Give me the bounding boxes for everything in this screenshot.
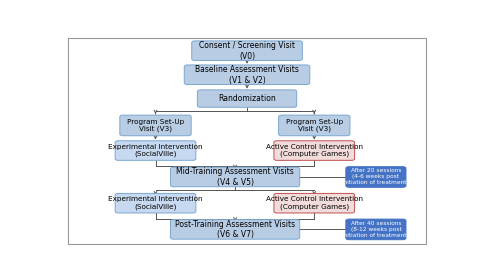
Text: Active Control Intervention
(Computer Games): Active Control Intervention (Computer Ga… (266, 144, 363, 157)
Text: Active Control Intervention
(Computer Games): Active Control Intervention (Computer Ga… (266, 196, 363, 210)
Text: Consent / Screening Visit
(V0): Consent / Screening Visit (V0) (199, 41, 295, 61)
FancyBboxPatch shape (115, 193, 196, 213)
FancyBboxPatch shape (279, 115, 350, 136)
FancyBboxPatch shape (115, 141, 196, 160)
Text: Experimental Intervention
(SocialVille): Experimental Intervention (SocialVille) (108, 144, 203, 157)
FancyBboxPatch shape (192, 41, 302, 61)
Text: Randomization: Randomization (218, 94, 276, 103)
Text: Program Set-Up
Visit (V3): Program Set-Up Visit (V3) (286, 119, 343, 132)
Text: Program Set-Up
Visit (V3): Program Set-Up Visit (V3) (127, 119, 184, 132)
FancyBboxPatch shape (184, 65, 310, 85)
Text: Mid-Training Assessment Visits
(V4 & V5): Mid-Training Assessment Visits (V4 & V5) (176, 167, 294, 187)
FancyBboxPatch shape (346, 167, 406, 187)
Text: After 40 sessions
(8-12 weeks post
initiation of treatment): After 40 sessions (8-12 weeks post initi… (343, 221, 409, 238)
Text: After 20 sessions
(4-6 weeks post
initiation of treatment): After 20 sessions (4-6 weeks post initia… (343, 169, 409, 186)
FancyBboxPatch shape (274, 193, 355, 213)
FancyBboxPatch shape (120, 115, 191, 136)
FancyBboxPatch shape (67, 38, 427, 244)
FancyBboxPatch shape (171, 220, 300, 239)
FancyBboxPatch shape (346, 219, 406, 240)
Text: Post-Training Assessment Visits
(V6 & V7): Post-Training Assessment Visits (V6 & V7… (175, 220, 295, 239)
FancyBboxPatch shape (197, 90, 297, 107)
Text: Experimental Intervention
(SocialVille): Experimental Intervention (SocialVille) (108, 196, 203, 210)
FancyBboxPatch shape (274, 141, 355, 160)
Text: Baseline Assessment Visits
(V1 & V2): Baseline Assessment Visits (V1 & V2) (195, 65, 299, 85)
FancyBboxPatch shape (171, 167, 300, 187)
